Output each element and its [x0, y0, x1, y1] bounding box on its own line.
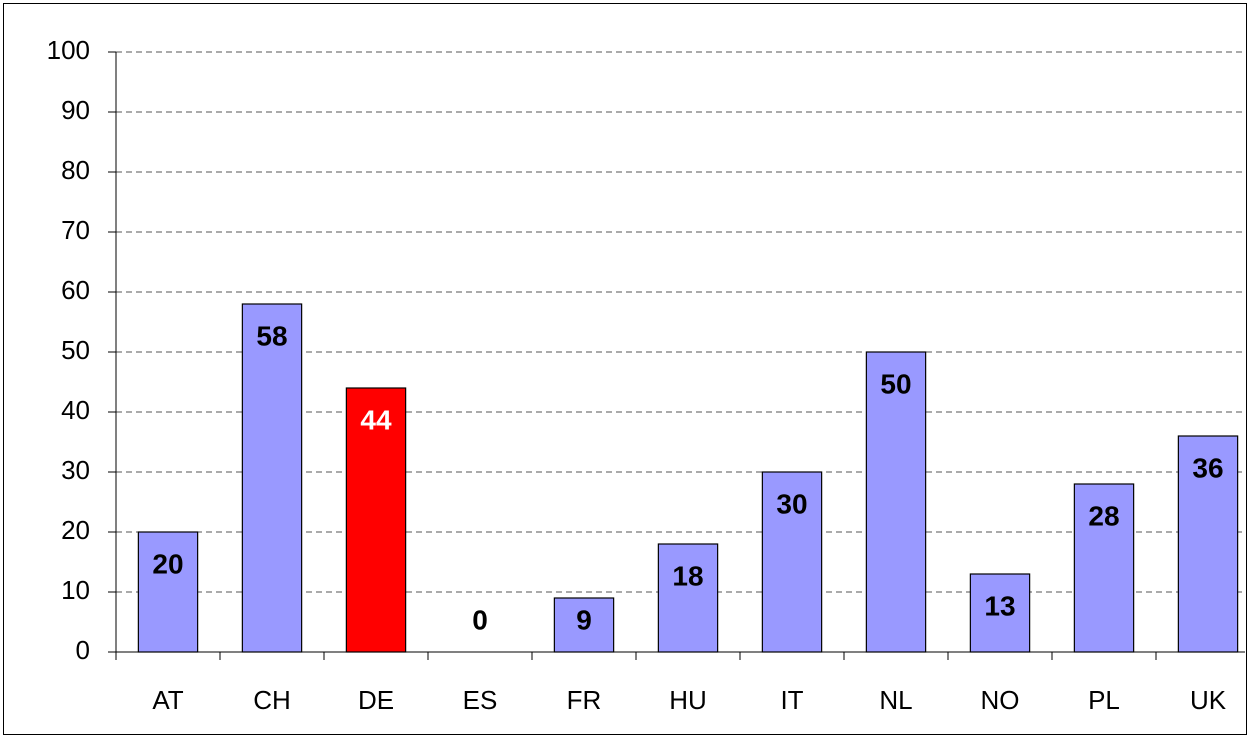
x-tick-label: IT: [780, 685, 803, 715]
value-label: 9: [576, 604, 592, 635]
bar: [657, 543, 719, 653]
value-label: 20: [152, 548, 183, 579]
x-tick-label: UK: [1190, 685, 1227, 715]
y-tick-label: 90: [61, 95, 90, 125]
x-tick-label: HU: [669, 685, 707, 715]
x-tick-label: FR: [567, 685, 602, 715]
x-tick-label: DE: [358, 685, 394, 715]
x-tick-label: NO: [981, 685, 1020, 715]
x-tick-label: PL: [1088, 685, 1120, 715]
value-label: 30: [776, 488, 807, 519]
x-tick-label: NL: [879, 685, 912, 715]
y-tick-label: 40: [61, 395, 90, 425]
value-label: 13: [984, 590, 1015, 621]
x-tick-label: ES: [463, 685, 498, 715]
bar: [1177, 435, 1239, 653]
bar: [865, 351, 927, 653]
y-tick-label: 60: [61, 275, 90, 305]
bar: [969, 573, 1031, 653]
value-label: 0: [472, 604, 488, 635]
bar: [241, 303, 303, 653]
value-label: 18: [672, 560, 703, 591]
y-tick-label: 100: [47, 35, 90, 65]
x-tick-label: CH: [253, 685, 291, 715]
value-label: 28: [1088, 500, 1119, 531]
y-tick-label: 80: [61, 155, 90, 185]
y-tick-label: 50: [61, 335, 90, 365]
bar: [137, 531, 199, 653]
bar: [1073, 483, 1135, 653]
value-label: 44: [360, 404, 392, 435]
x-tick-label: AT: [152, 685, 183, 715]
y-tick-label: 30: [61, 455, 90, 485]
value-label: 36: [1192, 452, 1223, 483]
bar: [345, 387, 407, 653]
chart-frame: [3, 3, 1247, 735]
y-tick-label: 0: [76, 635, 90, 665]
value-label: 58: [256, 320, 287, 351]
bar: [761, 471, 823, 653]
y-tick-label: 10: [61, 575, 90, 605]
bar: [553, 597, 615, 653]
y-tick-label: 70: [61, 215, 90, 245]
value-label: 50: [880, 368, 911, 399]
y-tick-label: 20: [61, 515, 90, 545]
